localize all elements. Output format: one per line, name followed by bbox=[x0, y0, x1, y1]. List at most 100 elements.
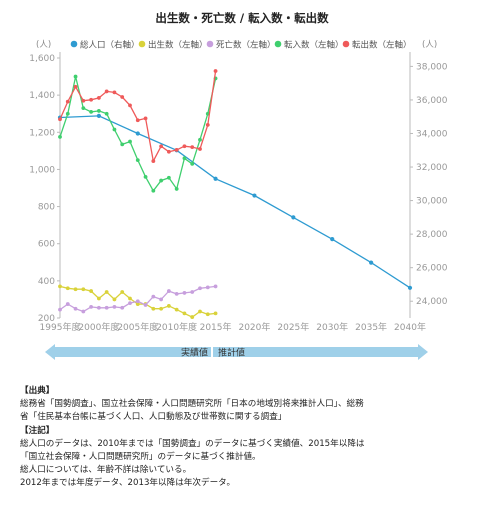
data-point bbox=[159, 178, 164, 183]
legend-label: 出生数（左軸） bbox=[148, 40, 208, 51]
legend-marker bbox=[206, 40, 214, 48]
notes-heading: 【注記】 bbox=[20, 425, 55, 436]
data-point bbox=[198, 137, 202, 142]
data-point bbox=[128, 139, 132, 144]
data-point bbox=[407, 285, 413, 290]
data-point bbox=[73, 74, 78, 79]
data-point bbox=[174, 307, 179, 312]
data-point bbox=[213, 311, 218, 316]
data-point bbox=[135, 302, 140, 306]
data-point bbox=[174, 187, 179, 191]
right-tick-label: 34,000 bbox=[416, 129, 448, 139]
data-point bbox=[65, 286, 70, 291]
data-point bbox=[120, 305, 125, 310]
data-point bbox=[159, 306, 164, 311]
right-tick-label: 38,000 bbox=[416, 62, 448, 72]
source-heading: 【出典】 bbox=[20, 386, 55, 396]
data-point bbox=[174, 148, 179, 152]
data-point bbox=[205, 285, 210, 290]
projected-label: 推計値 bbox=[218, 347, 245, 359]
data-point bbox=[89, 109, 94, 114]
data-point bbox=[81, 106, 86, 111]
data-point bbox=[205, 312, 210, 317]
data-point bbox=[198, 147, 202, 151]
left-tick-label: 800 bbox=[38, 203, 55, 213]
data-point bbox=[73, 287, 78, 292]
right-tick-label: 32,000 bbox=[416, 163, 448, 173]
data-point bbox=[213, 69, 218, 73]
series-2 bbox=[58, 284, 218, 314]
data-point bbox=[182, 156, 187, 161]
x-tick-label: 2015年 bbox=[200, 321, 232, 333]
legend-label: 総人口（右軸） bbox=[80, 40, 140, 51]
data-point bbox=[120, 290, 125, 294]
data-point bbox=[190, 161, 195, 166]
data-point bbox=[96, 109, 101, 113]
x-tick-label: 2040年 bbox=[394, 321, 426, 333]
chart-title: 出生数・死亡数 / 転入数・転出数 bbox=[155, 11, 329, 25]
series-0 bbox=[57, 113, 413, 290]
data-point bbox=[104, 290, 109, 294]
data-point bbox=[104, 111, 109, 116]
series-line bbox=[59, 115, 411, 289]
band-arrow-right bbox=[418, 344, 428, 360]
legend-marker bbox=[342, 40, 350, 48]
note-line: 「国立社会保障・人口問題研究所」のデータに基づく推計値。 bbox=[20, 452, 261, 463]
legend-marker bbox=[274, 40, 282, 48]
note-line: 2012年までは年度データ、2013年以降は年次データ。 bbox=[20, 478, 236, 489]
series-1 bbox=[58, 284, 218, 319]
data-point bbox=[81, 287, 86, 292]
axes: 200 400 600 800 1,000 1,200 1,400 1,600 24,000 26… bbox=[29, 52, 448, 333]
data-point bbox=[58, 135, 62, 139]
data-point bbox=[89, 304, 94, 309]
data-point bbox=[128, 301, 132, 306]
x-tick-label: 2035年 bbox=[355, 321, 387, 333]
x-tick-label: 2025年 bbox=[277, 321, 309, 333]
actual-label: 実績値 bbox=[181, 347, 208, 359]
data-point bbox=[213, 284, 218, 289]
data-point bbox=[198, 309, 202, 314]
band-bar bbox=[55, 347, 418, 357]
x-tick-label: 2005年度 bbox=[117, 321, 158, 333]
data-point bbox=[89, 289, 94, 293]
note-line: 総人口については、年齢不詳は除いている。 bbox=[20, 465, 192, 476]
data-point bbox=[143, 116, 148, 121]
data-point bbox=[151, 159, 156, 163]
data-point bbox=[58, 307, 62, 312]
legend-marker bbox=[70, 40, 78, 48]
data-point bbox=[128, 103, 132, 108]
data-point bbox=[159, 144, 164, 149]
data-point bbox=[182, 291, 187, 295]
phase-band: 実績値 推計値 bbox=[45, 344, 428, 360]
data-point bbox=[205, 122, 210, 127]
data-point bbox=[73, 306, 78, 311]
data-point bbox=[174, 291, 179, 296]
legend-label: 死亡数（左軸） bbox=[216, 40, 276, 51]
x-tick-label: 2010年度 bbox=[156, 321, 197, 333]
data-point bbox=[159, 297, 164, 302]
data-point bbox=[190, 145, 195, 150]
data-point bbox=[73, 84, 78, 89]
data-point bbox=[120, 142, 125, 147]
left-tick-label: 1,200 bbox=[29, 128, 55, 138]
data-point bbox=[135, 118, 140, 123]
data-point bbox=[291, 215, 296, 220]
legend-label: 転入数（左軸） bbox=[284, 40, 344, 51]
data-point bbox=[96, 305, 101, 310]
data-point bbox=[81, 98, 86, 103]
data-point bbox=[65, 99, 70, 104]
source-line: 総務省「国勢調査」、国立社会保障・人口問題研究所「日本の地域別将来推計人口」、総… bbox=[20, 399, 364, 410]
data-point bbox=[369, 260, 374, 265]
right-axis-unit: (人) bbox=[422, 40, 437, 50]
data-point bbox=[151, 294, 156, 299]
data-point bbox=[151, 306, 156, 311]
x-tick-label: 2020年 bbox=[238, 321, 270, 333]
note-line: 総人口のデータは、2010年までは「国勢調査」のデータに基づく実績値、2015年… bbox=[20, 438, 365, 449]
data-point bbox=[89, 97, 94, 102]
data-point bbox=[58, 284, 62, 289]
data-point bbox=[166, 149, 171, 154]
data-point bbox=[65, 111, 70, 116]
data-point bbox=[190, 290, 195, 294]
data-point bbox=[96, 113, 101, 118]
data-point bbox=[143, 174, 148, 179]
